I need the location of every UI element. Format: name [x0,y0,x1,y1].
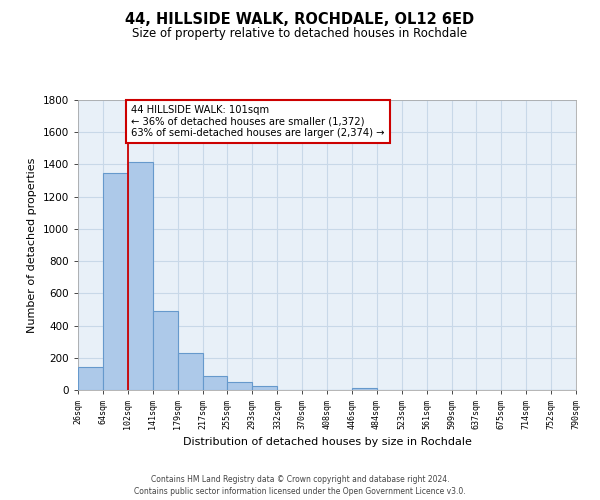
Text: Size of property relative to detached houses in Rochdale: Size of property relative to detached ho… [133,28,467,40]
X-axis label: Distribution of detached houses by size in Rochdale: Distribution of detached houses by size … [182,438,472,448]
Bar [227,382,252,390]
Bar [352,388,377,390]
Bar [153,311,178,390]
Bar [128,162,153,390]
Bar [252,386,277,390]
Bar [178,353,203,390]
Text: Contains HM Land Registry data © Crown copyright and database right 2024.
Contai: Contains HM Land Registry data © Crown c… [134,474,466,496]
Text: 44, HILLSIDE WALK, ROCHDALE, OL12 6ED: 44, HILLSIDE WALK, ROCHDALE, OL12 6ED [125,12,475,28]
Y-axis label: Number of detached properties: Number of detached properties [27,158,37,332]
Text: 44 HILLSIDE WALK: 101sqm
← 36% of detached houses are smaller (1,372)
63% of sem: 44 HILLSIDE WALK: 101sqm ← 36% of detach… [131,105,385,138]
Bar [103,172,128,390]
Bar [203,376,227,390]
Bar [78,368,103,390]
